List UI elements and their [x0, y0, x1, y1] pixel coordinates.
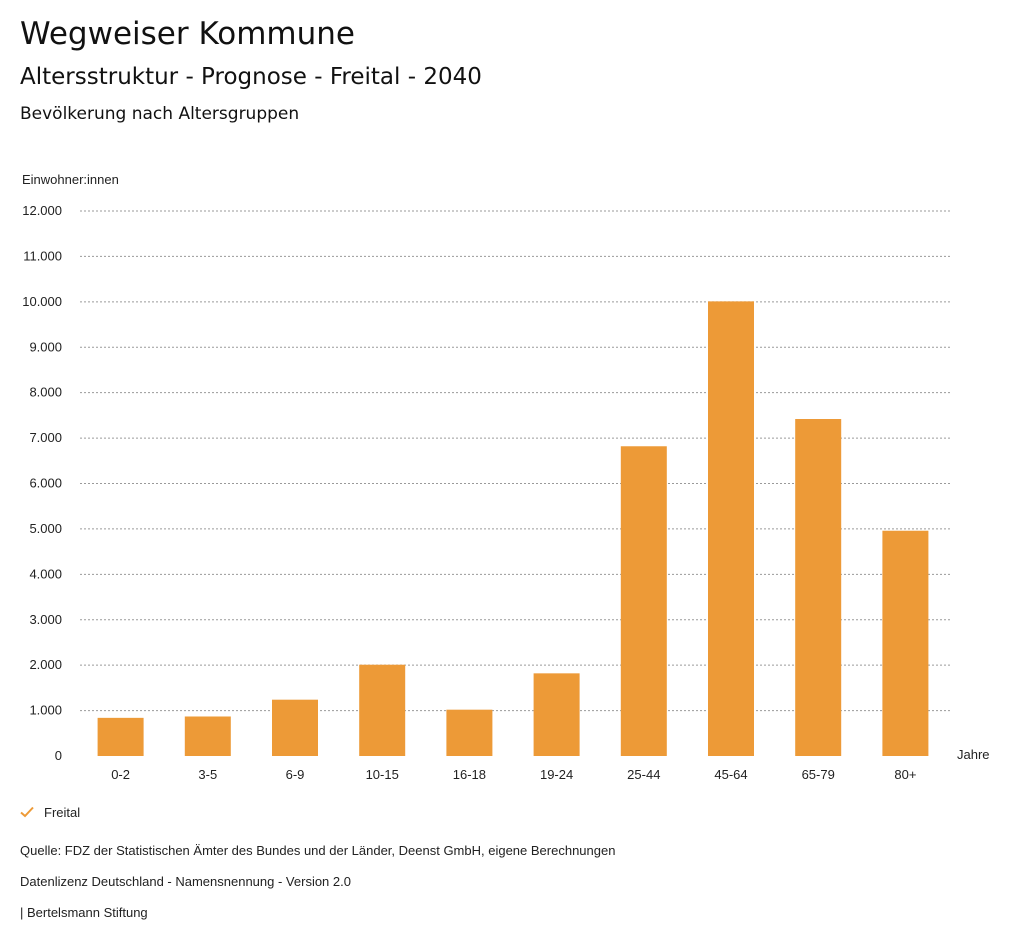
y-tick-label: 7.000 — [29, 430, 62, 445]
x-tick-label: 45-64 — [714, 767, 747, 782]
publisher-note: | Bertelsmann Stiftung — [20, 905, 148, 920]
bar-6-9[interactable] — [272, 699, 318, 756]
x-tick-label: 6-9 — [286, 767, 305, 782]
y-tick-label: 5.000 — [29, 521, 62, 536]
y-tick-label: 1.000 — [29, 703, 62, 718]
y-tick-label: 12.000 — [22, 203, 62, 218]
y-tick-label: 3.000 — [29, 612, 62, 627]
x-tick-label: 19-24 — [540, 767, 573, 782]
bar-25-44[interactable] — [620, 446, 667, 756]
x-tick-label: 16-18 — [453, 767, 486, 782]
x-tick-label: 80+ — [894, 767, 916, 782]
x-tick-label: 3-5 — [198, 767, 217, 782]
y-tick-label: 8.000 — [29, 385, 62, 400]
y-axis-label: Einwohner:innen — [22, 172, 119, 187]
bar-80+[interactable] — [882, 530, 929, 756]
bar-45-64[interactable] — [708, 301, 754, 756]
bar-chart: Einwohner:innen 0 1.000 2.000 3.000 4.000 5.0… — [22, 172, 990, 782]
bars — [97, 301, 929, 756]
y-tick-label: 2.000 — [29, 657, 62, 672]
x-axis-label: Jahre — [957, 747, 990, 762]
y-tick-label: 10.000 — [22, 294, 62, 309]
bar-19-24[interactable] — [533, 673, 580, 756]
bar-10-15[interactable] — [359, 664, 406, 756]
y-tick-label: 9.000 — [29, 339, 62, 354]
y-axis-ticks: 0 1.000 2.000 3.000 4.000 5.000 6.000 7.000 8.00… — [22, 203, 62, 763]
legend-label: Freital — [44, 804, 81, 820]
x-tick-label: 10-15 — [366, 767, 399, 782]
y-tick-label: 4.000 — [29, 566, 62, 581]
bar-65-79[interactable] — [795, 419, 842, 756]
bar-0-2[interactable] — [97, 717, 144, 756]
gridlines — [80, 210, 952, 712]
x-tick-label: 65-79 — [802, 767, 835, 782]
legend-item-freital[interactable]: Freital — [18, 802, 80, 822]
x-tick-label: 25-44 — [627, 767, 660, 782]
chart-title: Bevölkerung nach Altersgruppen — [20, 104, 300, 124]
license-note: Datenlizenz Deutschland - Namensnennung … — [20, 874, 351, 889]
source-note: Quelle: FDZ der Statistischen Ämter des … — [20, 843, 616, 858]
x-axis-ticks: 0-2 3-5 6-9 10-15 16-18 19-24 25-44 45-64 65-79 8… — [111, 767, 916, 782]
y-tick-label: 0 — [55, 748, 62, 763]
bar-16-18[interactable] — [446, 709, 493, 756]
y-tick-label: 6.000 — [29, 476, 62, 491]
bar-3-5[interactable] — [184, 716, 231, 756]
y-tick-label: 11.000 — [23, 248, 62, 263]
page-title: Wegweiser Kommune — [20, 16, 355, 52]
page-subtitle: Altersstruktur - Prognose - Freital - 20… — [20, 64, 482, 90]
checkmark-icon — [20, 806, 34, 818]
x-tick-label: 0-2 — [111, 767, 130, 782]
